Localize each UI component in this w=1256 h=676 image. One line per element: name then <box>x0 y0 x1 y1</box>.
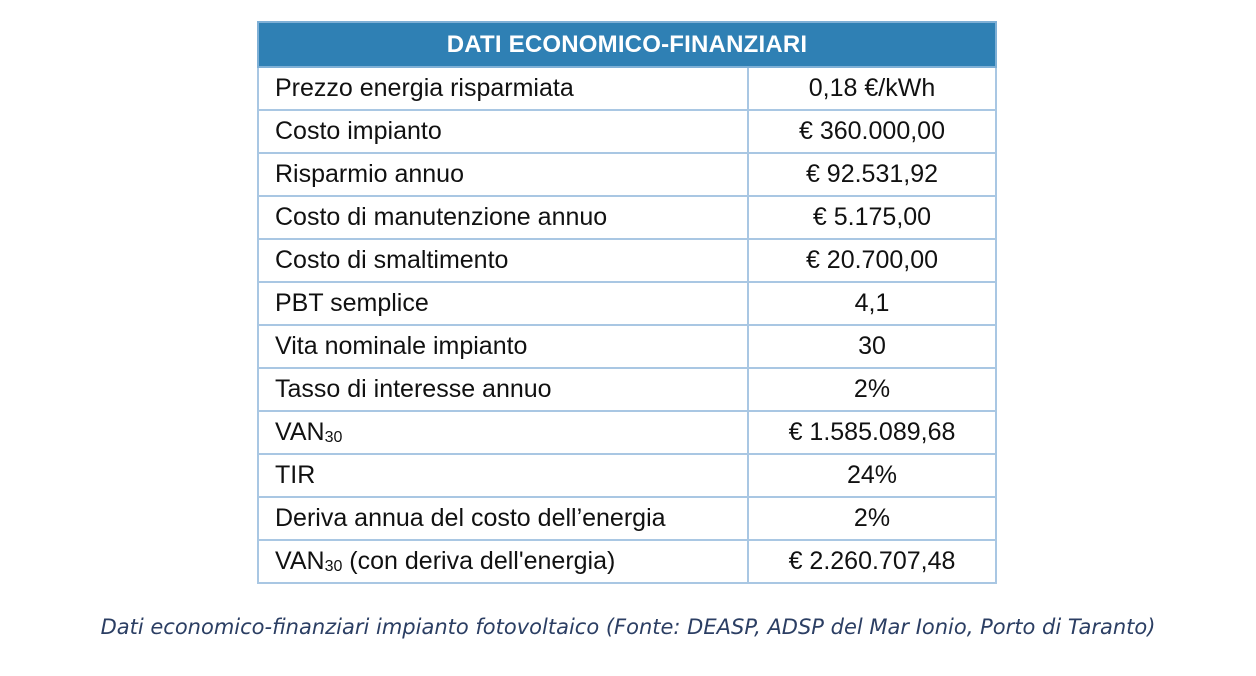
table-row: Prezzo energia risparmiata 0,18 €/kWh <box>257 66 997 111</box>
row-label: Vita nominale impianto <box>257 324 749 369</box>
row-label-subscript: 30 <box>324 558 343 575</box>
row-label: PBT semplice <box>257 281 749 326</box>
row-label: Costo di smaltimento <box>257 238 749 283</box>
table-row: Costo di smaltimento € 20.700,00 <box>257 238 997 283</box>
row-label: Deriva annua del costo dell’energia <box>257 496 749 541</box>
row-label-text: VAN <box>275 418 325 446</box>
row-label-suffix: (con deriva dell'energia) <box>342 547 616 575</box>
table-row: Costo di manutenzione annuo € 5.175,00 <box>257 195 997 240</box>
row-value: € 1.585.089,68 <box>747 410 997 455</box>
table-row: Costo impianto € 360.000,00 <box>257 109 997 154</box>
financial-data-table: DATI ECONOMICO-FINANZIARI Prezzo energia… <box>257 21 997 584</box>
table-row: PBT semplice 4,1 <box>257 281 997 326</box>
financial-data-table-container: DATI ECONOMICO-FINANZIARI Prezzo energia… <box>257 21 997 584</box>
table-row: TIR 24% <box>257 453 997 498</box>
row-label: Risparmio annuo <box>257 152 749 197</box>
row-label: Tasso di interesse annuo <box>257 367 749 412</box>
row-label: Costo impianto <box>257 109 749 154</box>
row-value: 4,1 <box>747 281 997 326</box>
table-row: VAN30 € 1.585.089,68 <box>257 410 997 455</box>
table-title: DATI ECONOMICO-FINANZIARI <box>257 21 997 68</box>
row-label: VAN30 <box>257 410 749 455</box>
row-value: 2% <box>747 496 997 541</box>
row-label-subscript: 30 <box>324 429 343 446</box>
row-value: € 92.531,92 <box>747 152 997 197</box>
row-value: 0,18 €/kWh <box>747 66 997 111</box>
table-row: Tasso di interesse annuo 2% <box>257 367 997 412</box>
row-value: € 20.700,00 <box>747 238 997 283</box>
row-value: 24% <box>747 453 997 498</box>
row-value: € 5.175,00 <box>747 195 997 240</box>
row-label: TIR <box>257 453 749 498</box>
table-row: VAN30 (con deriva dell'energia) € 2.260.… <box>257 539 997 584</box>
table-caption: Dati economico-finanziari impianto fotov… <box>100 615 1156 639</box>
row-label: Prezzo energia risparmiata <box>257 66 749 111</box>
row-value: € 2.260.707,48 <box>747 539 997 584</box>
row-value: 2% <box>747 367 997 412</box>
row-value: 30 <box>747 324 997 369</box>
row-label: VAN30 (con deriva dell'energia) <box>257 539 749 584</box>
table-row: Vita nominale impianto 30 <box>257 324 997 369</box>
table-header-row: DATI ECONOMICO-FINANZIARI <box>257 21 997 68</box>
row-label: Costo di manutenzione annuo <box>257 195 749 240</box>
table-row: Deriva annua del costo dell’energia 2% <box>257 496 997 541</box>
row-value: € 360.000,00 <box>747 109 997 154</box>
table-row: Risparmio annuo € 92.531,92 <box>257 152 997 197</box>
row-label-text: VAN <box>275 547 325 575</box>
